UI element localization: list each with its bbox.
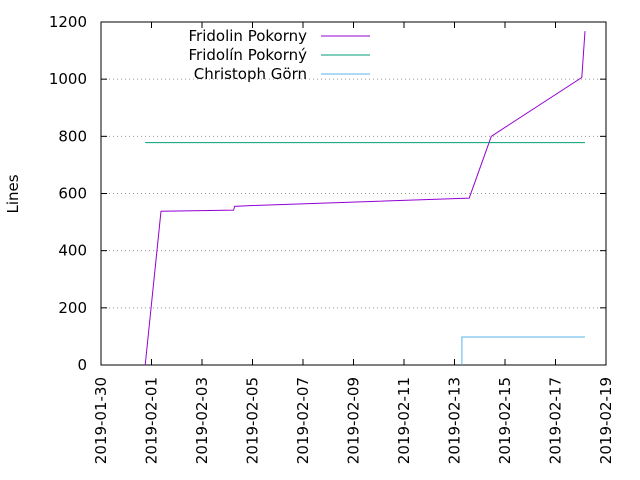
x-tick-label: 2019-02-13 xyxy=(446,377,464,464)
series-line-3 xyxy=(461,336,585,365)
x-tick-label: 2019-02-01 xyxy=(143,377,161,464)
x-tick-label: 2019-02-03 xyxy=(193,377,211,464)
y-tick-label: 800 xyxy=(58,127,87,145)
y-tick-label: 1200 xyxy=(49,13,87,31)
x-tick-label: 2019-02-11 xyxy=(395,377,413,464)
y-tick-label: 200 xyxy=(58,299,87,317)
series-line-1 xyxy=(144,31,586,366)
y-axis-label: Lines xyxy=(4,174,22,213)
x-tick-label: 2019-02-07 xyxy=(294,377,312,464)
legend-label: Fridolin Pokorny xyxy=(189,27,308,45)
legend-label: Fridolín Pokorný xyxy=(189,46,308,64)
series-lines xyxy=(144,31,586,366)
x-tick-label: 2019-02-05 xyxy=(244,377,262,464)
x-tick-label: 2019-02-19 xyxy=(597,377,615,464)
y-tick-label: 400 xyxy=(58,242,87,260)
y-tick-label: 1000 xyxy=(49,70,87,88)
x-tick-label: 2019-02-17 xyxy=(547,377,565,464)
legend-label: Christoph Görn xyxy=(194,65,307,83)
x-tick-label: 2019-02-09 xyxy=(345,377,363,464)
y-tick-label: 0 xyxy=(77,356,87,374)
x-tick-label: 2019-02-15 xyxy=(496,377,514,464)
x-tick-label: 2019-01-30 xyxy=(92,377,110,464)
grid xyxy=(101,78,606,309)
axes: 0 200 400 600 800 1000 1200 2019-01-30 2019-02-0… xyxy=(4,13,615,464)
y-tick-label: 600 xyxy=(58,185,87,203)
